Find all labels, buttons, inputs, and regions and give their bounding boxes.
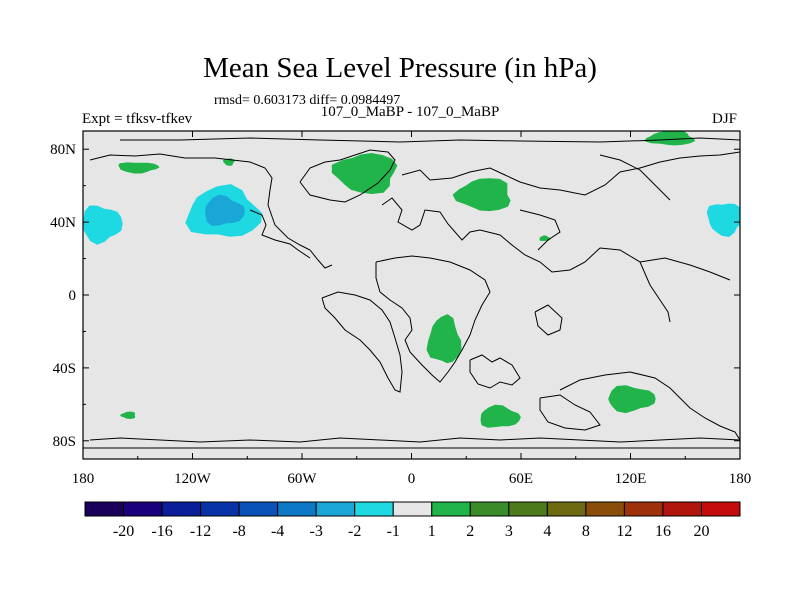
colorbar-swatch [392, 501, 433, 517]
x-tick-label: 180 [72, 471, 95, 487]
colorbar-label: 12 [616, 523, 632, 540]
coastline-outlines [83, 137, 740, 449]
x-tick-label: 180 [729, 471, 752, 487]
colorbar-swatch [700, 501, 741, 517]
chart-subtitle: 107_0_MaBP - 107_0_MaBP [320, 104, 500, 120]
colorbar-swatch [123, 501, 163, 517]
x-tick-label: 60E [509, 471, 533, 487]
colorbar-label: -4 [271, 523, 284, 540]
y-tick-label: 0 [69, 288, 77, 304]
colorbar-swatch [315, 501, 356, 517]
colorbar-label: -2 [348, 523, 361, 540]
colorbar-label: 4 [543, 523, 551, 540]
colorbar-swatch [277, 501, 317, 517]
colorbar-swatch [84, 501, 125, 517]
region-north-pacific-high [118, 162, 160, 174]
colorbar-swatch [200, 501, 240, 517]
region-greenland-high [331, 153, 398, 194]
colorbar-label: 3 [505, 523, 513, 540]
experiment-label: Expt = tfksv-tfkev [82, 111, 193, 127]
colorbar-swatch [161, 501, 202, 517]
region-west-pacific-low-east [706, 203, 740, 237]
colorbar-label: -3 [310, 523, 323, 540]
chart-title: Mean Sea Level Pressure (in hPa) [203, 52, 597, 84]
colorbar-swatch [662, 501, 702, 517]
region-central-asia-high [452, 178, 511, 212]
colorbar-label: -12 [190, 523, 211, 540]
colorbar-swatch [431, 501, 471, 517]
season-label: DJF [712, 111, 738, 127]
colorbar-swatch [623, 501, 664, 517]
colorbar-swatch [508, 501, 548, 517]
x-tick-label: 120W [174, 471, 212, 487]
y-tick-label: 40S [53, 361, 76, 377]
region-southern-ocean-high-east [608, 385, 656, 414]
region-south-pacific-small-high [120, 411, 136, 419]
colorbar: -20 -16 -12 -8 -4 -3 -2 -1 1 2 3 4 8 12 16 20 [84, 501, 741, 540]
colorbar-swatch [238, 501, 279, 517]
colorbar-label: -16 [151, 523, 172, 540]
x-tick-label: 60W [287, 471, 317, 487]
region-africa-high [426, 314, 462, 364]
colorbar-label: 8 [582, 523, 590, 540]
colorbar-label: -8 [232, 523, 245, 540]
y-tick-label: 80N [50, 142, 76, 158]
colorbar-label: -20 [113, 523, 134, 540]
region-southern-ocean-high-west [480, 404, 521, 428]
colorbar-swatch [354, 501, 394, 517]
x-tick-label: 0 [408, 471, 416, 487]
colorbar-label: 16 [655, 523, 671, 540]
colorbar-label: 2 [466, 523, 474, 540]
colorbar-swatch [546, 501, 587, 517]
colorbar-label: 1 [428, 523, 436, 540]
y-tick-label: 40N [50, 215, 76, 231]
y-tick-label: 80S [53, 434, 76, 450]
x-tick-label: 120E [615, 471, 647, 487]
region-north-pacific-low-inner [205, 194, 246, 226]
colorbar-swatch [469, 501, 510, 517]
region-west-pacific-low-west [83, 205, 123, 245]
colorbar-swatch [585, 501, 625, 517]
region-arctic-high [644, 131, 696, 146]
colorbar-label: -1 [387, 523, 400, 540]
stats-text: rmsd= 0.603173 diff= 0.0984497 [214, 93, 401, 108]
colorbar-label: 20 [693, 523, 709, 540]
plot-background [83, 131, 740, 459]
